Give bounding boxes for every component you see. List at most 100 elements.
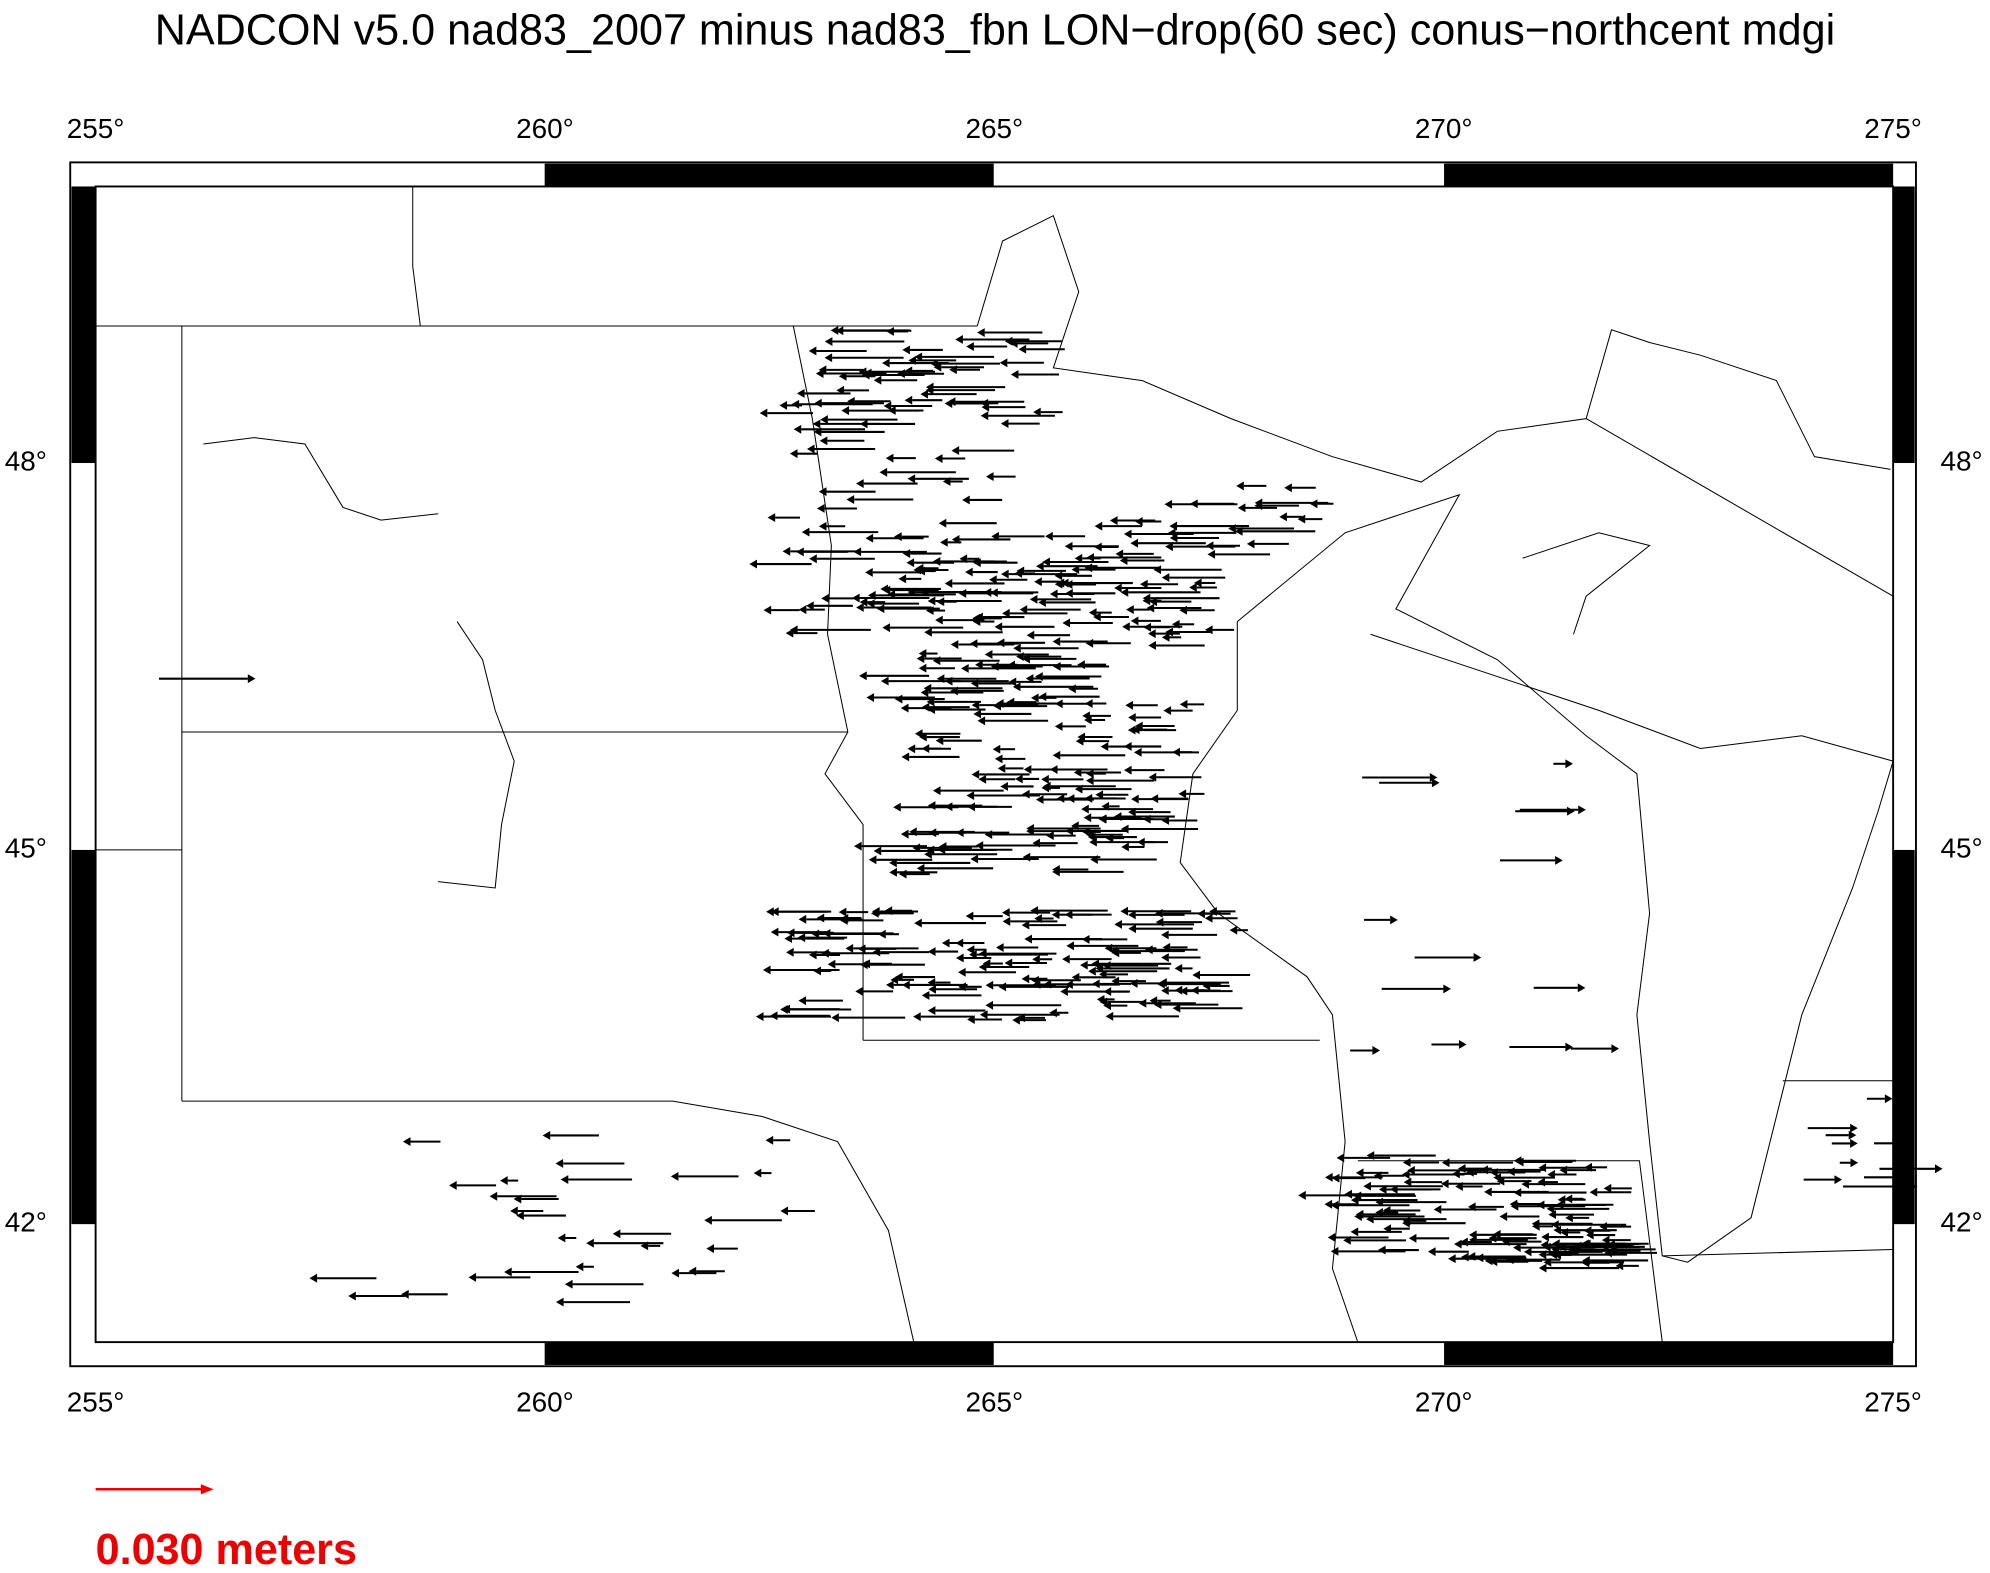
vector-head: [798, 914, 807, 924]
lat-tick-label: 48°: [1941, 445, 1983, 476]
vector-head: [971, 700, 980, 710]
vector-head: [973, 709, 982, 719]
vector-head: [962, 495, 970, 505]
vector-head: [771, 907, 779, 917]
vector-head: [1254, 498, 1263, 508]
vector-head: [809, 554, 817, 564]
vector-head: [818, 365, 827, 375]
vector-head: [1001, 569, 1009, 579]
vector-head: [1169, 521, 1177, 531]
vector-head: [1095, 790, 1104, 800]
vector-head: [1467, 1202, 1476, 1212]
vector-head: [1121, 842, 1129, 852]
vector-head: [1082, 711, 1090, 721]
vector-head: [1236, 481, 1244, 491]
vector-head: [975, 660, 983, 670]
vector-head: [1105, 1011, 1114, 1021]
vector-head: [975, 612, 983, 622]
vector-head: [798, 996, 807, 1006]
vector-head: [1355, 1168, 1364, 1178]
vector-head: [907, 744, 916, 754]
vector-head: [1165, 542, 1173, 552]
vector-head: [1513, 1243, 1521, 1253]
vector-head: [749, 559, 758, 569]
vector-head: [909, 827, 917, 837]
vector-head: [902, 549, 911, 559]
vector-head: [887, 589, 896, 599]
vector-head: [1148, 629, 1156, 639]
vector-head: [932, 786, 941, 796]
vector-head: [1584, 1162, 1592, 1172]
vector-head: [1909, 1182, 1918, 1191]
lon-tick-label: 255°: [67, 1387, 125, 1418]
vector-head: [918, 663, 927, 673]
vector-head: [796, 388, 805, 398]
vector-head: [1578, 805, 1586, 815]
lon-tick-label: 265°: [966, 113, 1024, 144]
vector-head: [1431, 778, 1440, 788]
vector-head: [1284, 483, 1292, 493]
vector-head: [1084, 563, 1093, 573]
vector-head: [926, 697, 935, 707]
vector-head: [1153, 565, 1162, 575]
vector-head: [1531, 1219, 1540, 1229]
vector-head: [1161, 953, 1169, 962]
vector-head: [873, 846, 882, 856]
vector-head: [938, 842, 947, 851]
vector-head: [831, 1013, 839, 1023]
vector-head: [932, 656, 941, 666]
vector-head: [1228, 524, 1236, 533]
vector-head: [1045, 531, 1053, 541]
vector-head: [557, 1233, 566, 1243]
vector-head: [918, 649, 927, 658]
vector-head: [895, 972, 903, 982]
vector-head: [866, 693, 875, 702]
vector-head: [1934, 1164, 1943, 1174]
vector-head: [1085, 638, 1094, 648]
vector-head: [1065, 826, 1073, 836]
vector-head: [1297, 514, 1306, 524]
vector-head: [971, 770, 980, 779]
vector-head: [1145, 945, 1153, 955]
lon-tick-label: 265°: [966, 1387, 1024, 1418]
vector-head: [913, 1012, 921, 1022]
vector-head: [904, 395, 913, 405]
vector-head: [1548, 1248, 1556, 1258]
vector-head: [970, 854, 979, 864]
vector-head: [1538, 1250, 1547, 1260]
vector-head: [1441, 1158, 1450, 1168]
vector-head: [706, 1244, 714, 1254]
vector-head: [808, 950, 817, 960]
vector-head: [1034, 577, 1042, 587]
vector-head: [1325, 1172, 1333, 1182]
vector-head: [900, 829, 909, 839]
vector-head: [1060, 987, 1068, 996]
vector-head: [1327, 1233, 1336, 1242]
vector-head: [1029, 594, 1038, 604]
vector-head: [1202, 981, 1211, 991]
vector-head: [1510, 1201, 1519, 1211]
vector-head: [1402, 1158, 1411, 1167]
vector-head: [1123, 529, 1132, 539]
vector-head: [1134, 517, 1143, 526]
vector-head: [845, 943, 854, 953]
tick-labels: 255° 255° 260° 260° 265° 265° 270° 270° 275° 275°…: [5, 113, 1983, 1418]
vector-head: [1031, 975, 1039, 985]
vector-head: [1075, 736, 1084, 746]
vector-head: [1583, 1226, 1592, 1236]
vector-head: [1065, 588, 1073, 598]
vector-head: [914, 352, 923, 362]
vector-head: [820, 415, 828, 425]
vector-head: [753, 1168, 762, 1178]
vector-head: [1080, 960, 1088, 970]
vector-head: [1042, 557, 1050, 567]
vector-head: [1127, 725, 1136, 735]
vector-head: [966, 342, 974, 351]
vector-head: [1850, 1138, 1858, 1148]
vector-head: [824, 353, 833, 363]
vector-head: [793, 424, 802, 434]
vector-head: [797, 933, 806, 943]
vector-head: [944, 676, 953, 686]
vector-head: [1016, 652, 1024, 662]
vector-head: [1026, 824, 1034, 833]
